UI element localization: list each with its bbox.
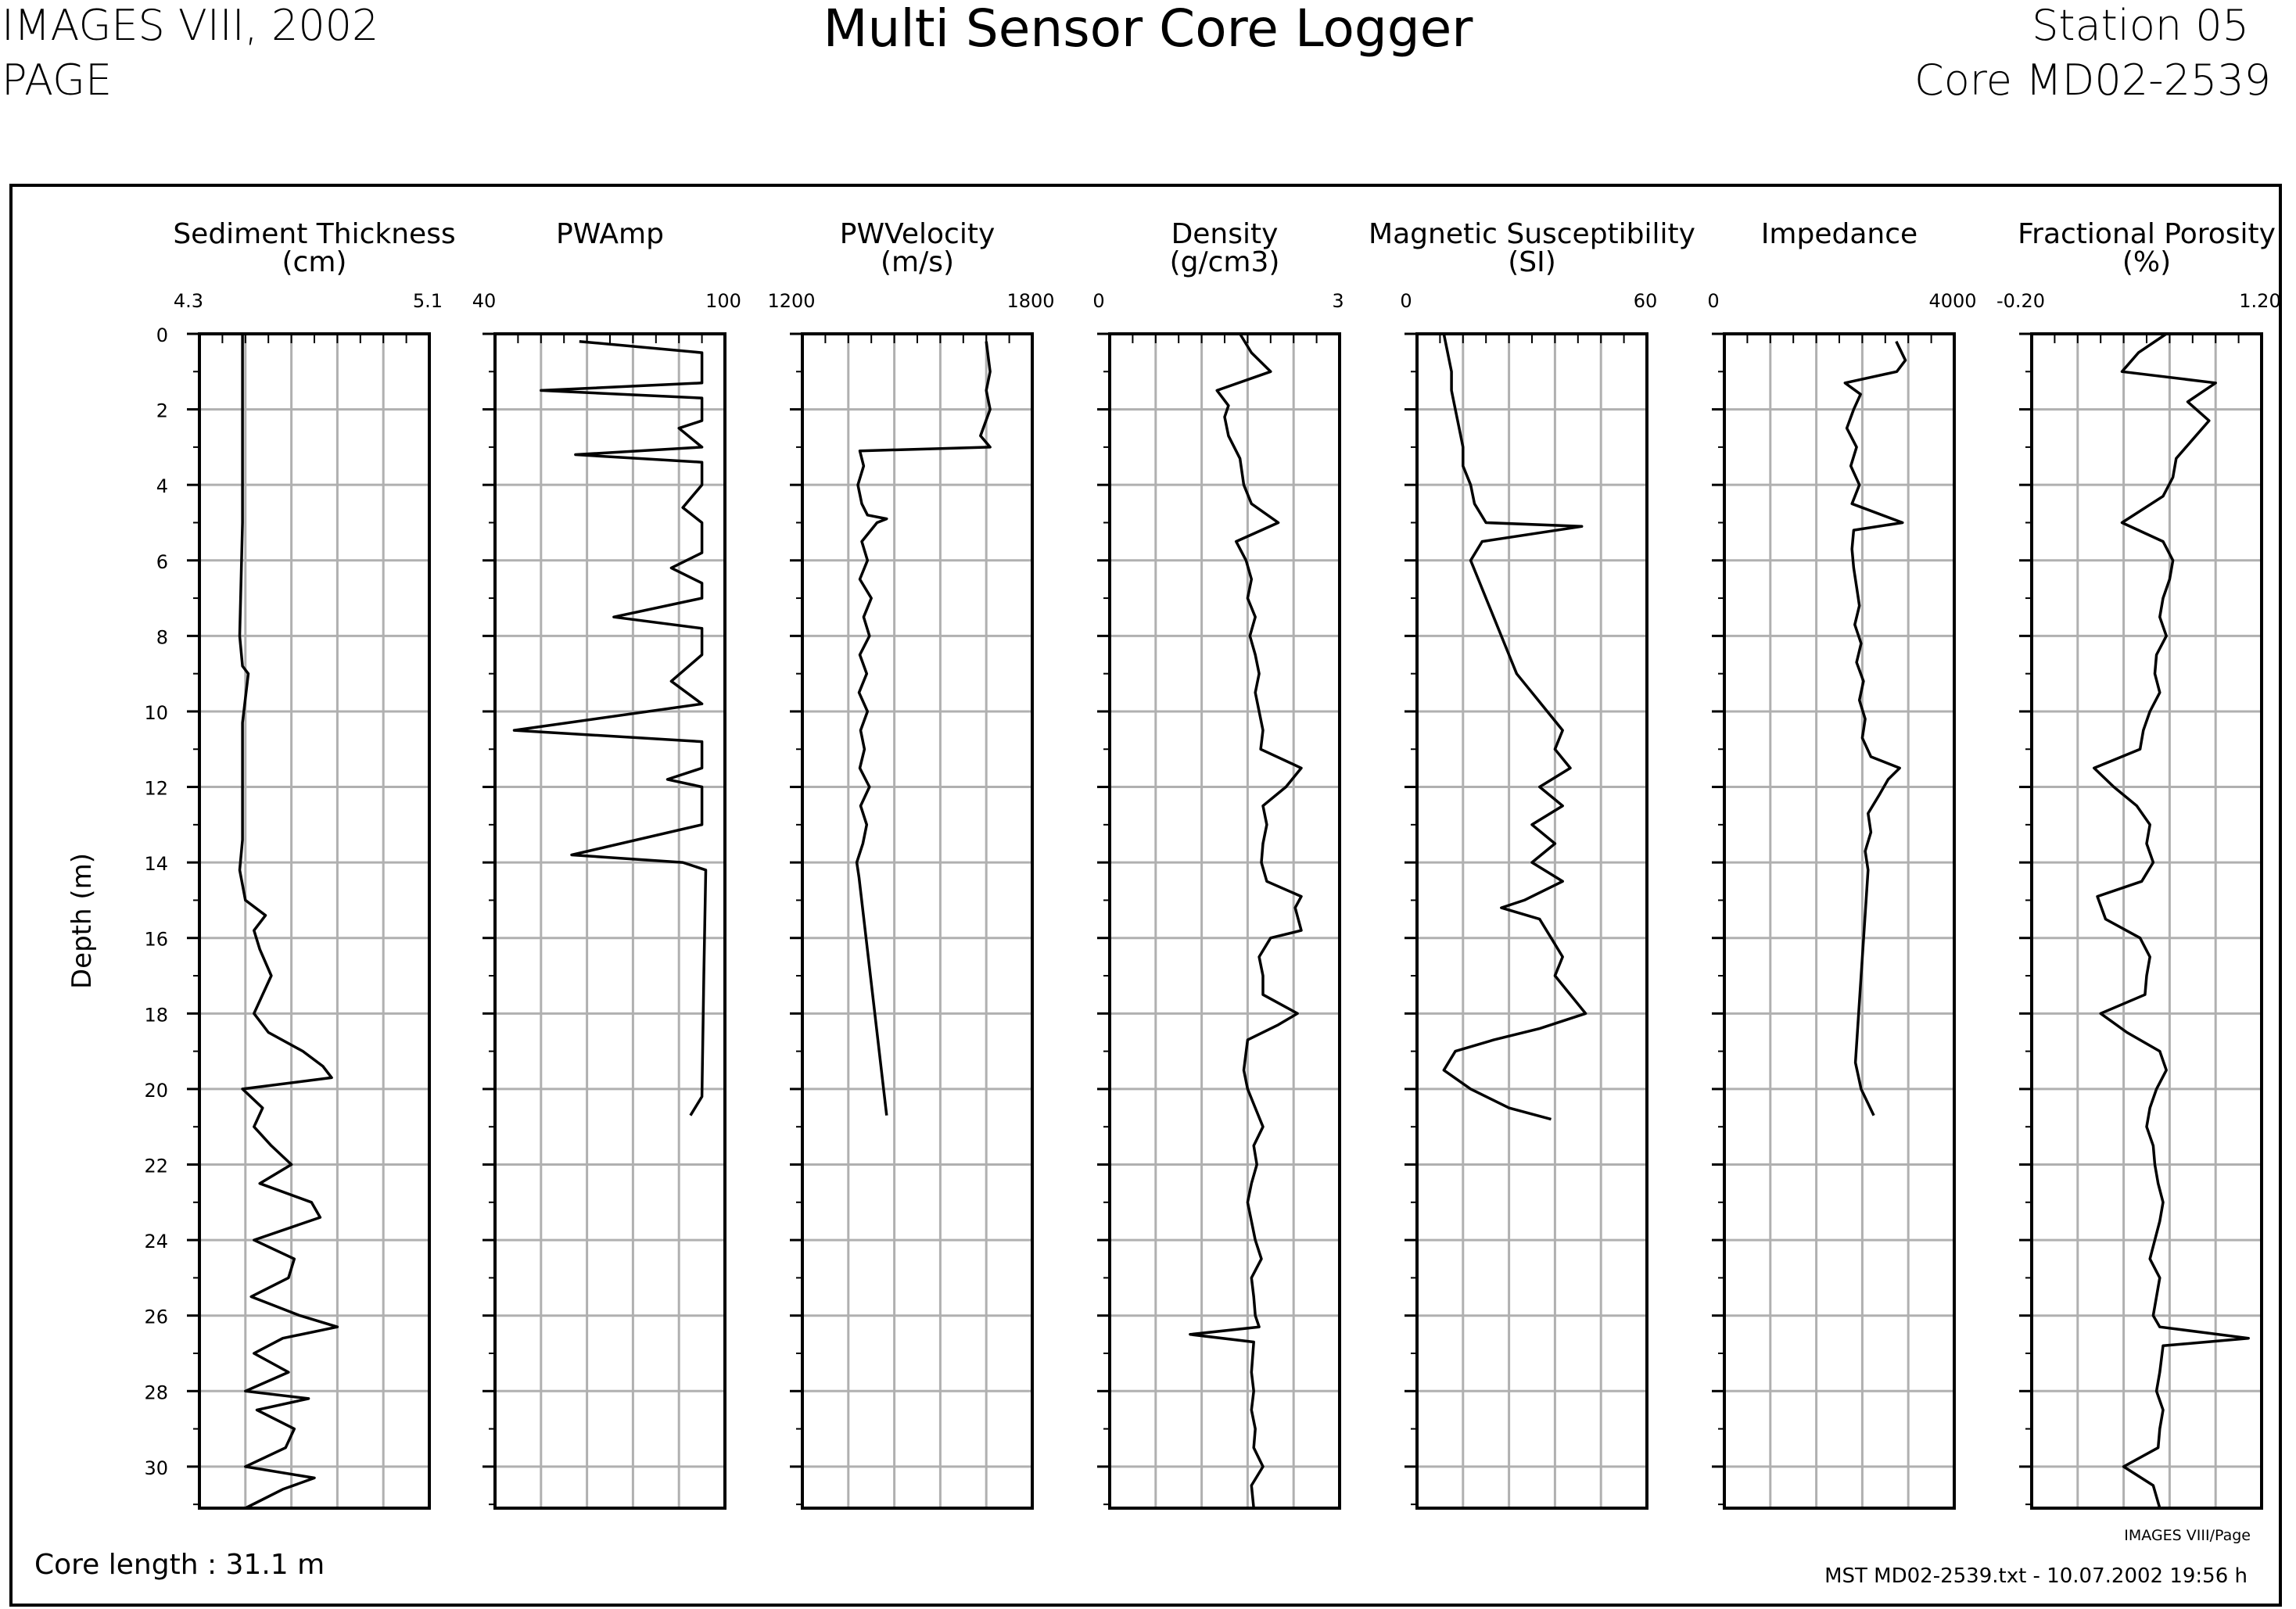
cruise-label: IMAGES VIII, 2002 [2, 1, 379, 50]
x-min-label: 40 [472, 290, 497, 312]
data-line-pwvelocity [855, 341, 992, 1116]
page-label: PAGE [2, 56, 113, 105]
depth-tick-label: 20 [144, 1080, 168, 1102]
x-max-label: 3 [1332, 290, 1344, 312]
data-line-fractional-porosity [2093, 332, 2250, 1509]
panel-title-fractional-porosity: Fractional Porosity [2018, 218, 2276, 250]
core-length-label: Core length : 31.1 m [34, 1549, 325, 1581]
depth-tick-label: 14 [144, 853, 168, 875]
panel-border-fractional-porosity [2030, 332, 2263, 1510]
source-small-label: IMAGES VIII/Page [2124, 1527, 2251, 1544]
panel-title-magnetic-susceptibility: Magnetic Susceptibility [1369, 218, 1695, 250]
panel-title-sediment-thickness: Sediment Thickness [173, 218, 455, 250]
x-max-label: 100 [705, 290, 741, 312]
panel-border-pwamp [493, 332, 726, 1510]
file-info-label: MST MD02-2539.txt - 10.07.2002 19:56 h [1824, 1564, 2248, 1588]
panel-border-pwvelocity [801, 332, 1034, 1510]
panel-border-magnetic-susceptibility [1415, 332, 1648, 1510]
x-max-label: 4000 [1928, 290, 1976, 312]
x-min-label: -0.20 [1996, 290, 2045, 312]
data-line-sediment-thickness [238, 334, 339, 1510]
depth-tick-label: 18 [144, 1004, 168, 1026]
depth-tick-label: 26 [144, 1306, 168, 1328]
x-max-label: 1800 [1006, 290, 1054, 312]
panel-title-density: Density [1171, 218, 1279, 250]
x-max-label: 60 [1634, 290, 1658, 312]
panel-border-density [1108, 332, 1341, 1510]
page-title: Multi Sensor Core Logger [823, 0, 1473, 59]
panel-unit-density: (g/cm3) [1170, 246, 1280, 278]
depth-tick-label: 24 [144, 1231, 168, 1252]
x-min-label: 1200 [767, 290, 815, 312]
depth-tick-label: 30 [144, 1457, 168, 1479]
x-min-label: 0 [1707, 290, 1719, 312]
depth-tick-label: 8 [156, 626, 168, 648]
x-min-label: 0 [1092, 290, 1104, 312]
panel-unit-sediment-thickness: (cm) [282, 246, 347, 278]
panel-unit-magnetic-susceptibility: (SI) [1508, 246, 1556, 278]
panel-title-impedance: Impedance [1761, 218, 1918, 250]
data-line-magnetic-susceptibility [1442, 333, 1587, 1121]
depth-tick-label: 4 [156, 475, 168, 497]
x-min-label: 4.3 [174, 290, 203, 312]
x-max-label: 1.20 [2239, 290, 2279, 312]
panel-unit-fractional-porosity: (%) [2122, 246, 2171, 278]
depth-tick-label: 12 [144, 778, 168, 800]
panel-unit-pwvelocity: (m/s) [881, 246, 954, 278]
data-line-impedance [1843, 340, 1907, 1116]
x-min-label: 0 [1400, 290, 1412, 312]
plot-frame: Depth (m) 0 2 4 6 8 10 12 14 16 18 20 22 24 26 28 30 Sedi… [9, 184, 2282, 1607]
depth-tick-label: 10 [144, 702, 168, 724]
core-label: Core MD02-2539 [1914, 56, 2271, 105]
depth-tick-label: 2 [156, 400, 168, 422]
panel-border-sediment-thickness [198, 332, 431, 1510]
panel-title-pwvelocity: PWVelocity [840, 218, 996, 250]
panel-border-impedance [1723, 332, 1956, 1510]
station-label: Station 05 [2032, 1, 2249, 50]
depth-tick-label: 16 [144, 929, 168, 951]
data-line-pwamp [512, 339, 708, 1116]
depth-tick-label: 6 [156, 551, 168, 573]
depth-tick-label: 28 [144, 1381, 168, 1403]
x-max-label: 5.1 [413, 290, 443, 312]
depth-tick-label: 22 [144, 1156, 168, 1177]
depth-axis-label: Depth (m) [66, 853, 98, 989]
data-line-density [1189, 333, 1303, 1509]
core-log-chart: Depth (m)024681012141618202224262830Sedi… [66, 218, 2279, 1510]
panel-title-pwamp: PWAmp [556, 218, 664, 250]
depth-tick-label: 0 [156, 324, 168, 346]
